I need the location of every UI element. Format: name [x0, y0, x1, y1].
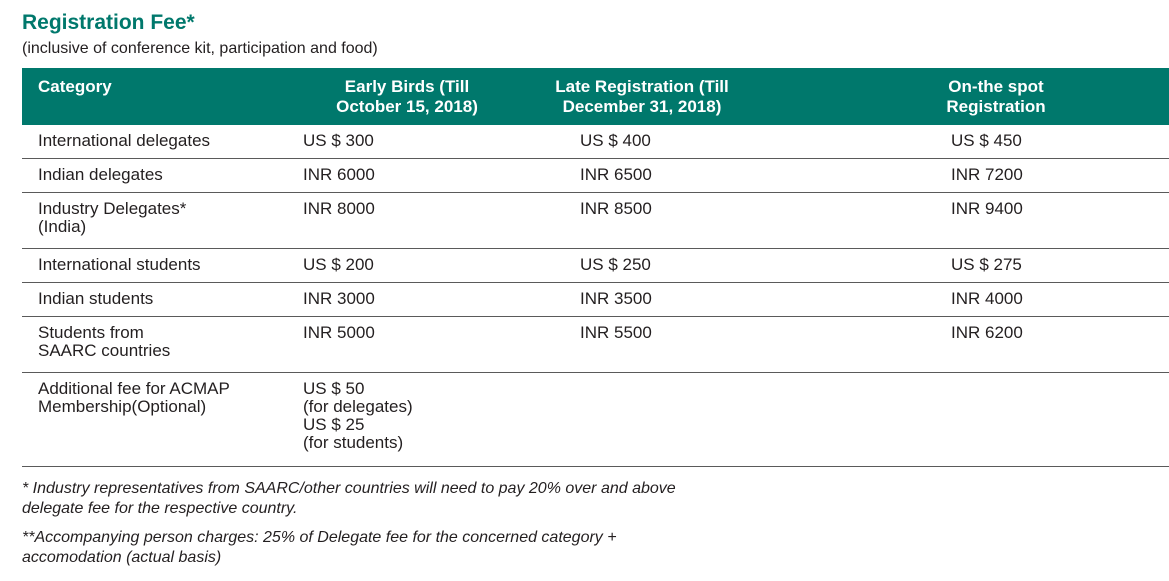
cell-category: International delegates	[38, 131, 211, 150]
cell-early-birds: INR 8000	[303, 199, 375, 218]
cell-category: Additional fee for ACMAP Membership(Optio…	[38, 379, 230, 416]
cell-on-the-spot: US $ 450	[951, 131, 1022, 150]
cell-category: Indian delegates	[38, 165, 163, 184]
table-header: Category Early Birds (Till October 15, 2…	[22, 68, 1169, 125]
cell-on-the-spot: INR 9400	[951, 199, 1023, 218]
header-on-the-spot: On-the spot Registration	[946, 77, 1046, 116]
cell-category: International students	[38, 255, 201, 274]
cell-late-registration: US $ 400	[580, 131, 651, 150]
footnotes: * Industry representatives from SAARC/ot…	[22, 479, 822, 577]
fee-table: Category Early Birds (Till October 15, 2…	[22, 68, 1169, 467]
table-row: Indian students INR 3000 INR 3500 INR 4000	[22, 283, 1169, 317]
cell-late-registration: US $ 250	[580, 255, 651, 274]
cell-late-registration: INR 5500	[580, 323, 652, 342]
cell-late-registration: INR 8500	[580, 199, 652, 218]
table-row: Students from SAARC countries INR 5000 INR …	[22, 317, 1169, 373]
footnote-industry: * Industry representatives from SAARC/ot…	[22, 480, 676, 517]
table-row: Indian delegates INR 6000 INR 6500 INR 7200	[22, 159, 1169, 193]
cell-early-birds: INR 6000	[303, 165, 375, 184]
cell-early-birds: US $ 200	[303, 255, 374, 274]
footnote-accompanying: **Accompanying person charges: 25% of De…	[22, 529, 617, 566]
table-row: International delegates US $ 300 US $ 400 U…	[22, 125, 1169, 159]
cell-on-the-spot: INR 4000	[951, 289, 1023, 308]
cell-on-the-spot: INR 7200	[951, 165, 1023, 184]
table-row: Additional fee for ACMAP Membership(Optio…	[22, 373, 1169, 467]
cell-on-the-spot: INR 6200	[951, 323, 1023, 342]
cell-early-birds: INR 5000	[303, 323, 375, 342]
page-title: Registration Fee*	[22, 11, 195, 34]
cell-early-birds: US $ 50 (for delegates) US $ 25 (for studen…	[303, 379, 413, 452]
cell-late-registration: INR 3500	[580, 289, 652, 308]
header-late-registration: Late Registration (Till December 31, 201…	[555, 77, 729, 116]
cell-category: Industry Delegates* (India)	[38, 199, 187, 236]
cell-late-registration: INR 6500	[580, 165, 652, 184]
cell-early-birds: INR 3000	[303, 289, 375, 308]
cell-category: Indian students	[38, 289, 154, 308]
header-category: Category	[38, 77, 112, 96]
table-body: International delegates US $ 300 US $ 400 U…	[22, 125, 1169, 467]
cell-early-birds: US $ 300	[303, 131, 374, 150]
cell-on-the-spot: US $ 275	[951, 255, 1022, 274]
header-early-birds: Early Birds (Till October 15, 2018)	[336, 77, 478, 116]
cell-category: Students from SAARC countries	[38, 323, 171, 360]
table-row: Industry Delegates* (India) INR 8000 INR 85…	[22, 193, 1169, 249]
table-row: International students US $ 200 US $ 250 US…	[22, 249, 1169, 283]
page-subtitle: (inclusive of conference kit, participat…	[22, 40, 378, 57]
